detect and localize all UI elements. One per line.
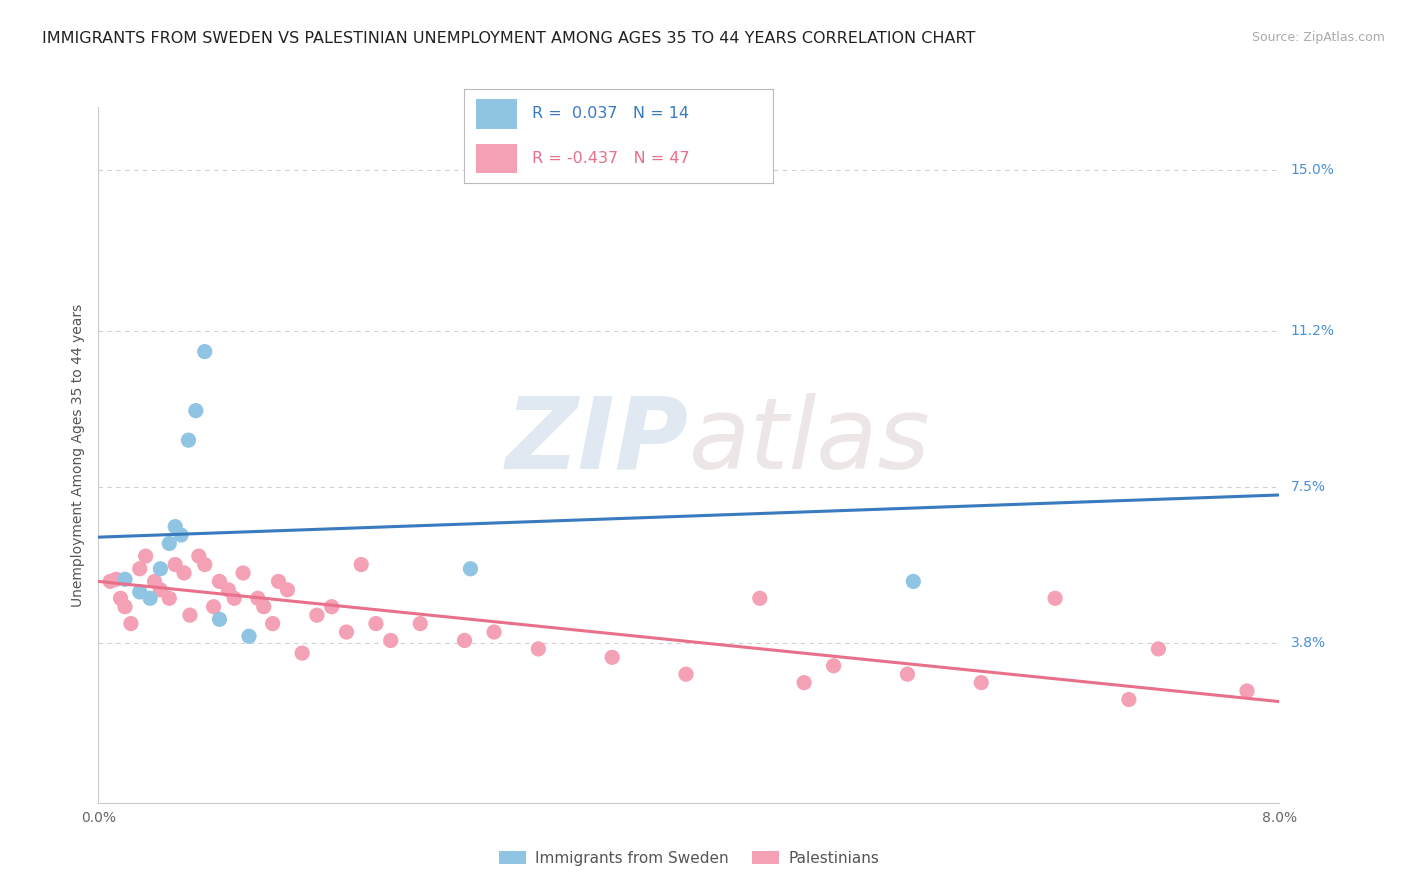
Point [335,625,357,640]
Point [291,646,314,660]
Point [1118,692,1140,706]
Point [527,641,550,656]
Point [135,549,157,563]
Point [823,658,845,673]
Point [114,572,136,586]
Point [98,574,121,589]
Text: ZIP: ZIP [506,392,689,490]
Point [364,616,387,631]
Text: R = -0.437   N = 47: R = -0.437 N = 47 [531,151,690,166]
Point [208,574,231,589]
Point [114,599,136,614]
Point [675,667,697,681]
Point [184,403,207,417]
Point [128,562,150,576]
Point [460,562,482,576]
Point [1236,684,1258,698]
Y-axis label: Unemployment Among Ages 35 to 44 years: Unemployment Among Ages 35 to 44 years [70,303,84,607]
Point [194,344,217,359]
Point [793,675,815,690]
Point [157,591,180,606]
Point [165,558,187,572]
Point [128,585,150,599]
Point [194,558,217,572]
Text: 11.2%: 11.2% [1291,324,1334,337]
Point [253,599,276,614]
Point [157,536,180,550]
Point [246,591,269,606]
Point [1043,591,1066,606]
Point [110,591,132,606]
Point [224,591,246,606]
Text: IMMIGRANTS FROM SWEDEN VS PALESTINIAN UNEMPLOYMENT AMONG AGES 35 TO 44 YEARS COR: IMMIGRANTS FROM SWEDEN VS PALESTINIAN UN… [42,31,976,46]
Point [120,616,142,631]
Point [202,599,225,614]
Point [238,629,260,643]
Point [350,558,373,572]
Point [139,591,162,606]
Point [232,566,254,580]
Point [1147,641,1170,656]
Point [179,608,201,623]
Point [896,667,918,681]
Point [173,566,195,580]
Point [105,572,128,586]
Point [177,433,200,447]
Point [149,562,172,576]
Point [187,549,209,563]
Point [276,582,298,597]
Point [482,625,505,640]
Point [305,608,328,623]
Point [170,528,193,542]
Legend: Immigrants from Sweden, Palestinians: Immigrants from Sweden, Palestinians [492,845,886,871]
Text: R =  0.037   N = 14: R = 0.037 N = 14 [531,106,689,121]
Point [970,675,993,690]
Point [903,574,925,589]
Point [748,591,770,606]
Point [267,574,290,589]
Text: 7.5%: 7.5% [1291,480,1326,493]
Point [262,616,284,631]
FancyBboxPatch shape [477,98,516,128]
Point [217,582,239,597]
Point [321,599,343,614]
Point [453,633,475,648]
Text: 3.8%: 3.8% [1291,636,1326,649]
Point [380,633,402,648]
Point [208,612,231,626]
FancyBboxPatch shape [477,144,516,173]
Point [143,574,166,589]
Text: Source: ZipAtlas.com: Source: ZipAtlas.com [1251,31,1385,45]
Point [165,519,187,533]
Text: atlas: atlas [689,392,931,490]
Point [600,650,623,665]
Point [409,616,432,631]
Point [149,582,172,597]
Text: 15.0%: 15.0% [1291,163,1334,178]
